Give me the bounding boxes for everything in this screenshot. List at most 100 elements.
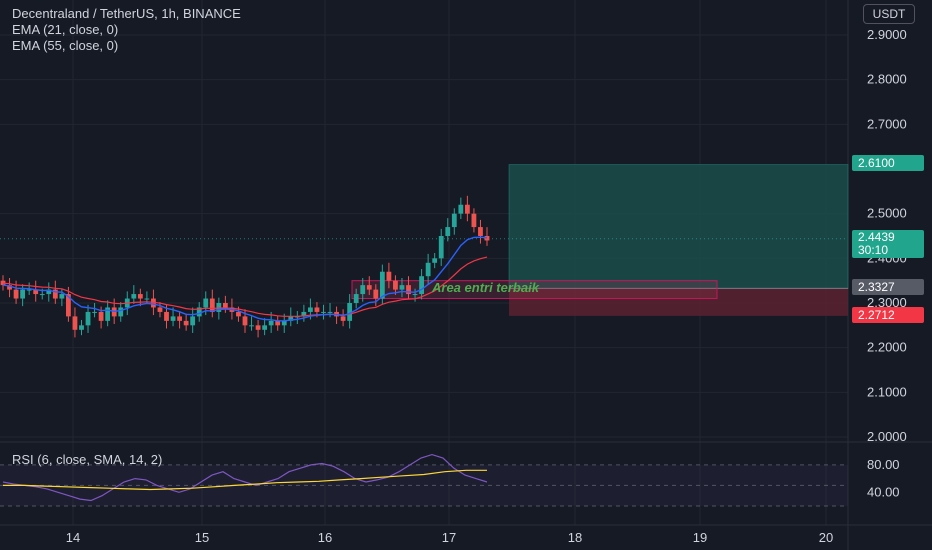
candle-body bbox=[177, 316, 182, 321]
candle-body bbox=[170, 316, 176, 321]
candle-body bbox=[222, 303, 228, 308]
candle-body bbox=[39, 294, 45, 296]
candle-body bbox=[242, 316, 248, 326]
y-tick-label: 2.7000 bbox=[867, 116, 907, 131]
candle-body bbox=[353, 294, 359, 303]
candle-body bbox=[373, 289, 379, 299]
candle-body bbox=[183, 320, 189, 326]
candle-body bbox=[52, 289, 58, 299]
candle-body bbox=[79, 325, 84, 330]
candle-body bbox=[438, 236, 444, 259]
x-tick-label: 14 bbox=[66, 530, 80, 545]
ema-lines bbox=[2, 236, 488, 322]
y-tick-label: 2.5000 bbox=[867, 206, 907, 221]
candle-body bbox=[425, 262, 431, 277]
candle-body bbox=[386, 271, 392, 281]
candle-body bbox=[464, 204, 470, 214]
candle-body bbox=[308, 307, 313, 312]
currency-button[interactable]: USDT bbox=[863, 4, 915, 24]
last-price-tag: 2.4439 30:10 bbox=[852, 230, 924, 258]
stop-loss-price-tag: 2.2712 bbox=[852, 307, 924, 323]
y-tick-label: 2.0000 bbox=[867, 429, 907, 444]
candles bbox=[0, 195, 490, 338]
ema21-line bbox=[2, 236, 488, 322]
candle-body bbox=[98, 311, 104, 321]
loss-zone bbox=[509, 288, 848, 316]
candle-body bbox=[236, 311, 241, 317]
last-price-value: 2.4439 bbox=[858, 230, 895, 244]
profit-zone bbox=[508, 164, 849, 289]
candle-body bbox=[92, 311, 97, 313]
candle-body bbox=[249, 325, 254, 327]
candle-body bbox=[262, 325, 268, 330]
rsi-legend[interactable]: RSI (6, close, SMA, 14, 2) bbox=[12, 452, 163, 467]
candle-body bbox=[196, 307, 202, 317]
ema21-legend[interactable]: EMA (21, close, 0) bbox=[12, 22, 119, 37]
candle-body bbox=[7, 285, 12, 290]
chart-title: Decentraland / TetherUS, 1h, BINANCE bbox=[12, 6, 241, 21]
x-tick-label: 15 bbox=[195, 530, 209, 545]
candle-body bbox=[379, 271, 385, 299]
candle-body bbox=[59, 294, 65, 299]
candle-body bbox=[347, 303, 353, 321]
candle-body bbox=[314, 307, 320, 312]
candle-body bbox=[288, 316, 294, 321]
candle-body bbox=[137, 294, 143, 299]
rsi-pane bbox=[0, 453, 848, 507]
x-tick-label: 20 bbox=[819, 530, 833, 545]
candle-body bbox=[190, 316, 196, 326]
candle-body bbox=[445, 227, 451, 236]
candle-body bbox=[13, 289, 19, 299]
take-profit-price-tag: 2.6100 bbox=[852, 155, 924, 171]
candle-body bbox=[471, 213, 477, 228]
position-zones bbox=[0, 164, 849, 316]
candle-body bbox=[281, 320, 287, 326]
candle-body bbox=[151, 298, 156, 308]
candle-body bbox=[301, 311, 307, 317]
x-tick-label: 19 bbox=[693, 530, 707, 545]
candle-body bbox=[131, 294, 137, 299]
entry-price-tag: 2.3327 bbox=[852, 279, 924, 295]
axes: 2.90002.80002.70002.50002.40002.30002.20… bbox=[66, 27, 907, 545]
candle-body bbox=[144, 298, 150, 300]
candle-body bbox=[20, 289, 26, 299]
rsi-tick-label: 40.00 bbox=[867, 484, 900, 499]
x-tick-label: 17 bbox=[442, 530, 456, 545]
candle-body bbox=[164, 311, 169, 321]
entry-zone-annotation: Area entri terbaik bbox=[432, 280, 539, 295]
y-tick-label: 2.8000 bbox=[867, 72, 907, 87]
y-tick-label: 2.1000 bbox=[867, 384, 907, 399]
countdown-value: 30:10 bbox=[858, 243, 889, 257]
candle-body bbox=[157, 307, 163, 312]
ema55-line bbox=[2, 256, 488, 317]
candle-body bbox=[360, 285, 366, 295]
candle-body bbox=[209, 298, 215, 312]
candle-body bbox=[393, 280, 398, 290]
candle-body bbox=[451, 213, 457, 228]
y-tick-label: 2.3000 bbox=[867, 295, 907, 310]
candle-body bbox=[406, 285, 411, 295]
candle-body bbox=[26, 289, 32, 291]
candle-body bbox=[268, 320, 274, 326]
candle-body bbox=[419, 276, 424, 295]
rsi-line bbox=[2, 453, 488, 502]
candle-body bbox=[72, 316, 78, 330]
candle-body bbox=[85, 311, 91, 326]
y-tick-label: 2.2000 bbox=[867, 340, 907, 355]
candle-body bbox=[321, 311, 326, 313]
candle-body bbox=[33, 289, 39, 295]
rsi-tick-label: 80.00 bbox=[867, 457, 900, 472]
candle-body bbox=[255, 325, 261, 330]
candle-body bbox=[478, 227, 483, 236]
x-tick-label: 18 bbox=[568, 530, 582, 545]
candle-body bbox=[294, 316, 300, 318]
ema55-legend[interactable]: EMA (55, close, 0) bbox=[12, 38, 119, 53]
candle-body bbox=[46, 289, 52, 295]
candle-body bbox=[327, 311, 333, 313]
candle-body bbox=[366, 285, 372, 290]
candle-body bbox=[105, 307, 111, 321]
candle-body bbox=[275, 320, 281, 326]
candle-body bbox=[432, 258, 438, 263]
candle-body bbox=[203, 298, 209, 308]
